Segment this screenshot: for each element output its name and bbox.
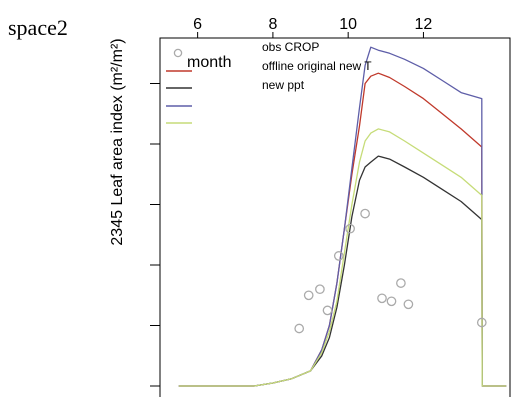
- legend-entry-obs-crop: obs CROP: [262, 40, 319, 54]
- obs-point: [386, 296, 397, 307]
- legend-entry-new-ppt: new ppt: [262, 78, 305, 92]
- legend: month obs CROP offline original new T ne…: [166, 40, 372, 124]
- legend-month-label: month: [187, 54, 231, 71]
- obs-point: [360, 208, 370, 219]
- side-label: space2: [8, 15, 68, 40]
- y-axis-ticks: [150, 83, 160, 387]
- observation-points: [294, 208, 487, 334]
- series-line-blue: [178, 46, 507, 387]
- obs-point: [377, 293, 387, 304]
- legend-point-marker: [173, 48, 183, 58]
- obs-point: [322, 305, 333, 316]
- plot-frame: [159, 37, 511, 397]
- x-tick-label-12: 12: [415, 16, 433, 33]
- obs-point: [294, 323, 305, 334]
- obs-point: [345, 223, 355, 234]
- series-line-red: [178, 72, 507, 387]
- legend-entry-offline-original-new-t: offline original new T: [262, 59, 372, 73]
- y-axis-label: 2345 Leaf area index (m²/m²): [109, 38, 126, 245]
- series-line-black: [178, 155, 507, 387]
- x-tick-label-8: 8: [268, 16, 277, 33]
- obs-point: [303, 290, 314, 301]
- obs-point: [315, 284, 325, 295]
- series-line-green: [178, 128, 507, 387]
- x-axis-ticks: 6 8 10 12: [193, 16, 432, 38]
- obs-point: [333, 251, 344, 261]
- series-layer: [178, 46, 507, 387]
- obs-point: [396, 278, 406, 288]
- obs-point: [403, 299, 414, 310]
- x-tick-label-6: 6: [193, 16, 202, 33]
- x-tick-label-10: 10: [339, 16, 357, 33]
- obs-point: [476, 317, 487, 328]
